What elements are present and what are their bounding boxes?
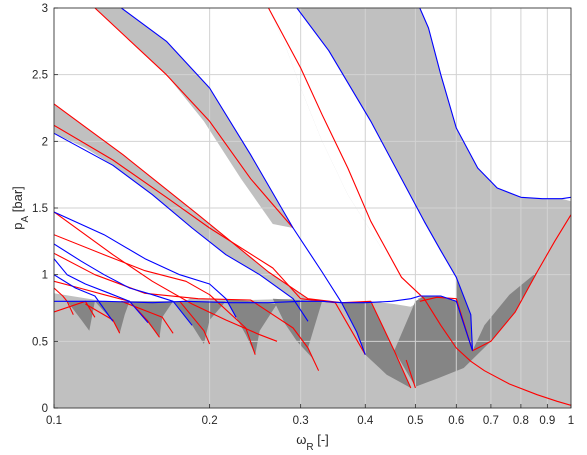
blue-boundary-curve-17: [121, 8, 366, 355]
blue-boundary-curve-18: [54, 132, 309, 322]
region-white-1: [54, 8, 420, 307]
red-boundary-curve-0: [54, 103, 412, 389]
red-boundary-curve-7: [54, 287, 74, 315]
red-boundary-curve-1: [54, 211, 278, 342]
x-tick-label-7: 0.8: [513, 415, 529, 427]
x-tick-label-8: 0.9: [539, 415, 555, 427]
axis-label-subscript: R: [306, 442, 313, 453]
red-boundary-curve-3: [94, 8, 294, 229]
x-axis-label: ωR [-]: [296, 432, 329, 453]
region-dark-10: [129, 301, 174, 338]
region-dark-12: [67, 301, 95, 331]
red-boundary-curve-2: [54, 252, 320, 371]
x-tick-label-3: 0.4: [357, 415, 374, 427]
axis-label-unit: [bar]: [10, 186, 25, 216]
region-white-4: [54, 212, 210, 303]
x-tick-label-9: 1: [568, 415, 574, 427]
red-boundary-curve-5: [54, 234, 256, 355]
y-axis-ticks: 0 0.5 1 1.5 2 2.5 3: [32, 3, 58, 415]
region-dark-11: [94, 301, 130, 334]
red-boundary-curve-11: [179, 300, 211, 345]
x-tick-label-0: 0.1: [46, 415, 62, 427]
axis-label-symbol: ω: [296, 432, 306, 447]
red-boundary-curve-9: [85, 303, 121, 334]
region-dark-6: [341, 301, 411, 388]
blue-boundary-curve-16: [296, 8, 474, 351]
x-tick-label-6: 0.7: [483, 415, 499, 427]
x-tick-label-4: 0.5: [407, 415, 423, 427]
red-boundary-curve-6: [54, 280, 160, 338]
red-boundary-curve-12: [268, 8, 571, 406]
region-white-2: [268, 8, 473, 351]
x-tick-label-5: 0.6: [448, 415, 464, 427]
blue-boundary-curve-21: [54, 258, 149, 324]
red-boundary-curve-10: [121, 300, 174, 334]
blue-boundary-curve-19: [54, 211, 237, 318]
region-dark-9: [173, 301, 226, 344]
y-tick-label-5: 2.5: [32, 70, 48, 82]
region-dark-8: [225, 298, 277, 355]
y-tick-label-3: 1.5: [32, 203, 48, 215]
x-tick-label-2: 0.3: [293, 415, 309, 427]
y-tick-label-6: 3: [42, 3, 48, 15]
red-boundary-curve-14: [405, 359, 416, 389]
blue-boundary-curve-23: [54, 295, 474, 351]
blue-boundary-curve-22: [54, 274, 114, 322]
y-tick-label-1: 0.5: [32, 336, 48, 348]
red-boundary-curve-13: [419, 214, 571, 352]
boundary-curves: [54, 8, 571, 406]
axis-label-symbol: p: [10, 223, 25, 230]
y-tick-label-4: 2: [42, 136, 48, 148]
y-tick-label-2: 1: [42, 270, 48, 282]
x-axis-ticks: 0.1 0.2 0.3 0.4 0.5 0.6 0.7 0.8 0.9 1: [46, 404, 574, 427]
x-tick-label-1: 0.2: [202, 415, 218, 427]
axis-label-unit: [-]: [314, 432, 329, 447]
axis-label-subscript: A: [20, 216, 31, 223]
y-axis-label: pA [bar]: [10, 186, 31, 230]
blue-boundary-curve-15: [419, 8, 571, 200]
y-tick-label-0: 0: [42, 403, 48, 415]
